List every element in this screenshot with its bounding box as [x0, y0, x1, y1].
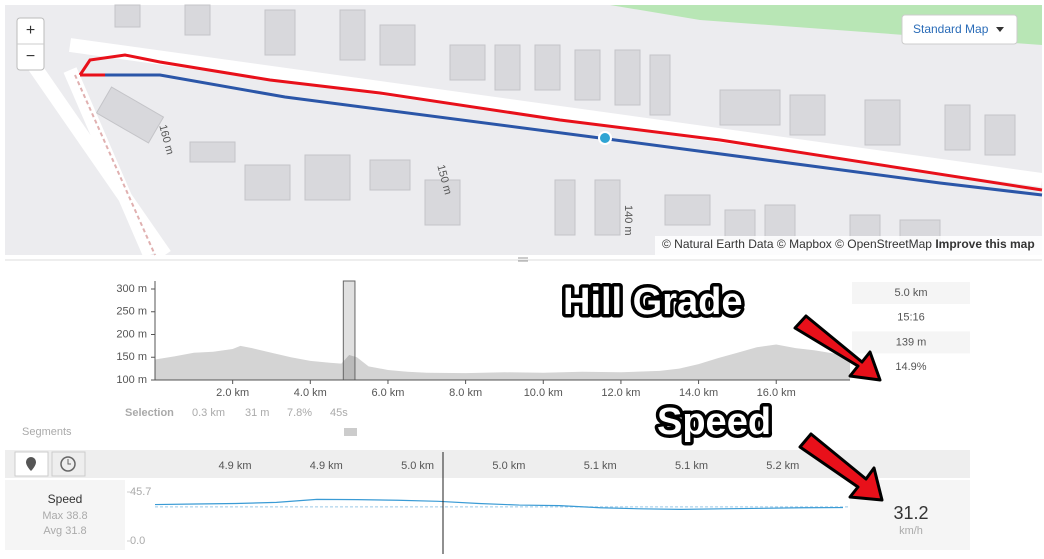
x-tick-label: 6.0 km [371, 387, 404, 399]
x-tick-label: 8.0 km [449, 387, 482, 399]
selection-item: 31 m [245, 407, 269, 419]
zoom-control: + − [16, 17, 45, 71]
stat-value: 5.0 km [894, 287, 927, 299]
selection-row: Selection 0.3 km 31 m 7.8% 45s [125, 407, 348, 419]
x-tick-label: 5.0 km [492, 460, 525, 472]
y-tick-label: 150 m [116, 351, 147, 363]
x-tick-label: 16.0 km [757, 387, 796, 399]
stat-value: 15:16 [897, 312, 925, 324]
contour-label: 140 m [622, 205, 634, 236]
speed-max: Max 38.8 [42, 510, 87, 522]
y-tick-label: 300 m [116, 283, 147, 295]
attribution: © Natural Earth Data © Mapbox © OpenStre… [662, 237, 1035, 251]
stat-cell [852, 282, 970, 304]
annotation: Speed [657, 401, 771, 443]
selection-item: 7.8% [287, 407, 312, 419]
speed-unit: km/h [899, 525, 923, 537]
x-tick-label: 5.2 km [766, 460, 799, 472]
x-tick-label: 5.0 km [401, 460, 434, 472]
speed-chart: 4.9 km 4.9 km 5.0 km 5.0 km 5.1 km 5.1 km 5.2 … [42, 452, 929, 554]
roads [24, 38, 1043, 259]
map-style-label[interactable]: Standard Map [913, 22, 989, 36]
speed-label-panel [5, 480, 125, 550]
x-tick-label: 4.0 km [294, 387, 327, 399]
improve-link[interactable]: Improve this map [935, 237, 1034, 251]
arrow [798, 432, 884, 502]
arrow [793, 314, 882, 382]
x-tick-label: 14.0 km [679, 387, 718, 399]
y-tick-label: 100 m [116, 374, 147, 386]
speed-avg-label: Avg [43, 525, 62, 537]
x-tick-label: 10.0 km [524, 387, 563, 399]
elevation-chart: 300 m 250 m 200 m 150 m 100 m 2.0 km 4.0 km 6.0… [116, 280, 850, 399]
annotation: Hill Grade [563, 281, 743, 323]
stats-panel: 5.0 km 15:16 139 m 14.9% [852, 282, 970, 379]
x-tick-label: 5.1 km [675, 460, 708, 472]
map-style-dropdown[interactable]: Standard Map [901, 14, 1018, 45]
stat-value: 14.9% [895, 361, 926, 373]
x-tick-label: 4.9 km [218, 460, 251, 472]
selection-item: 0.3 km [192, 407, 225, 419]
clock-hands [67, 459, 71, 465]
speed-avg: Avg 31.8 [43, 525, 86, 537]
attribution-bg [655, 236, 1042, 255]
selection-label: Selection [125, 407, 174, 419]
route-blue [105, 73, 1043, 197]
speed-label: Speed [48, 492, 83, 506]
y-tick-label: 200 m [116, 328, 147, 340]
elevation-area [155, 344, 850, 380]
stat-value: 139 m [896, 336, 927, 348]
selection-band [342, 280, 356, 381]
speed-avg-value: 31.8 [65, 525, 86, 537]
segments-label: Segments [22, 426, 72, 438]
y-tick-label: 0.0 [130, 535, 145, 547]
speed-current: 31.2 [893, 503, 928, 523]
segment-marker [344, 428, 357, 436]
x-tick-label: 5.1 km [584, 460, 617, 472]
clock-icon [60, 456, 76, 472]
speed-line [154, 498, 844, 510]
path [74, 74, 156, 256]
x-tick-label: 4.9 km [310, 460, 343, 472]
y-tick-label: 250 m [116, 306, 147, 318]
stat-cell [852, 356, 970, 379]
position-marker [598, 131, 612, 145]
buildings [95, 4, 1016, 241]
pin-icon [26, 457, 36, 471]
zoom-out[interactable]: − [26, 48, 35, 65]
stat-cell [852, 306, 970, 329]
stat-cell [852, 331, 970, 354]
map: 160 m 150 m 140 m + − Standard Map © Nat… [5, 4, 1043, 259]
resize-handle[interactable] [518, 257, 528, 262]
y-tick-label: 45.7 [130, 486, 151, 498]
route-red [78, 53, 1043, 192]
speed-max-label: Max [42, 510, 63, 522]
x-tick-label: 2.0 km [216, 387, 249, 399]
speed-max-value: 38.8 [66, 510, 87, 522]
x-tick-label: 12.0 km [601, 387, 640, 399]
zoom-in[interactable]: + [26, 22, 35, 39]
attribution-text: © Natural Earth Data © Mapbox © OpenStre… [662, 237, 932, 251]
selection-item: 45s [330, 407, 348, 419]
